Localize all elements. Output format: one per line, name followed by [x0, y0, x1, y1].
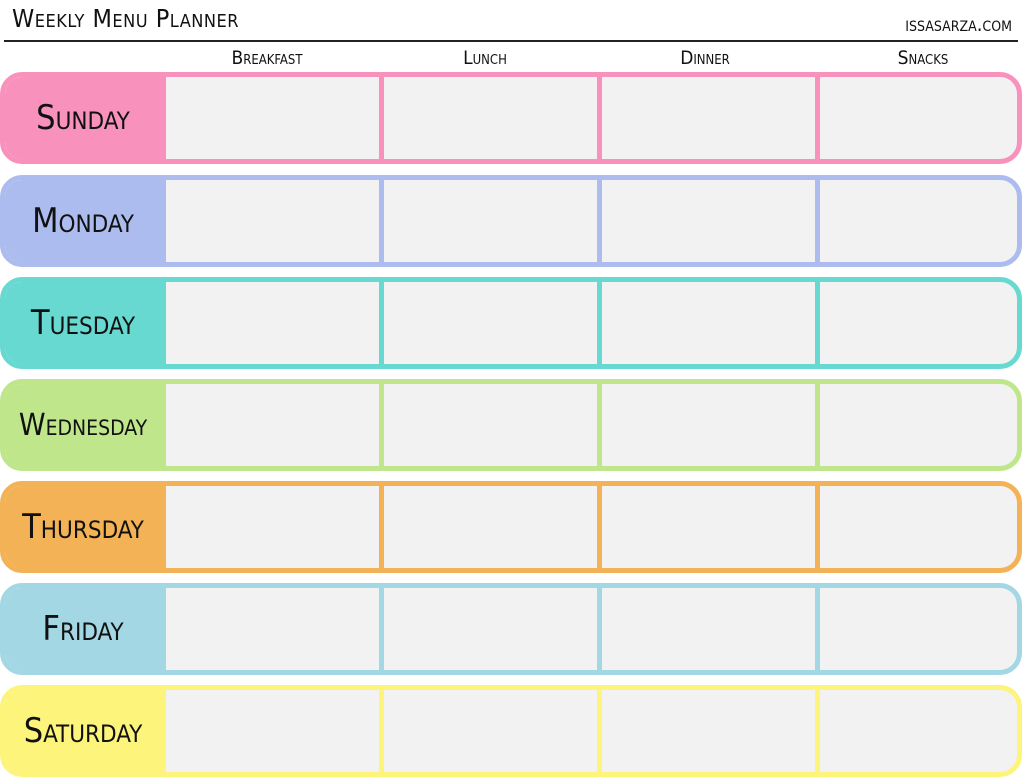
day-label-sunday: Sunday: [5, 77, 161, 159]
meal-cell-snacks[interactable]: [820, 384, 1017, 466]
meal-cell-breakfast[interactable]: [166, 690, 379, 772]
column-header-lunch: Lunch: [463, 47, 507, 69]
meal-cell-breakfast[interactable]: [166, 77, 379, 159]
header-divider: [4, 40, 1018, 42]
row-divider: [597, 180, 602, 262]
meal-cell-breakfast[interactable]: [166, 180, 379, 262]
row-divider: [815, 77, 820, 159]
row-divider: [161, 486, 166, 568]
meal-cell-dinner[interactable]: [602, 486, 815, 568]
meal-cell-breakfast[interactable]: [166, 486, 379, 568]
row-divider: [379, 690, 384, 772]
day-row-monday: Monday: [0, 175, 1022, 267]
row-divider: [597, 77, 602, 159]
page-title: Weekly Menu Planner: [12, 4, 239, 33]
meal-cell-snacks[interactable]: [820, 690, 1017, 772]
meal-cell-dinner[interactable]: [602, 588, 815, 670]
column-header-dinner: Dinner: [680, 47, 730, 69]
meal-cell-dinner[interactable]: [602, 282, 815, 364]
row-divider: [379, 588, 384, 670]
day-label-saturday: Saturday: [5, 690, 161, 772]
row-divider: [815, 690, 820, 772]
meal-cell-lunch[interactable]: [384, 690, 597, 772]
day-row-sunday: Sunday: [0, 72, 1022, 164]
row-divider: [161, 77, 166, 159]
row-divider: [379, 384, 384, 466]
day-row-thursday: Thursday: [0, 481, 1022, 573]
row-divider: [597, 384, 602, 466]
row-divider: [597, 690, 602, 772]
row-divider: [161, 588, 166, 670]
day-label-friday: Friday: [5, 588, 161, 670]
row-divider: [597, 588, 602, 670]
row-divider: [597, 282, 602, 364]
meal-cell-lunch[interactable]: [384, 588, 597, 670]
meal-cell-lunch[interactable]: [384, 384, 597, 466]
row-divider: [815, 282, 820, 364]
column-header-snacks: Snacks: [897, 47, 949, 69]
row-divider: [597, 486, 602, 568]
meal-cell-snacks[interactable]: [820, 180, 1017, 262]
meal-cell-breakfast[interactable]: [166, 384, 379, 466]
site-url: issasarza.com: [905, 12, 1012, 36]
day-row-saturday: Saturday: [0, 685, 1022, 777]
day-row-friday: Friday: [0, 583, 1022, 675]
row-divider: [161, 690, 166, 772]
day-row-tuesday: Tuesday: [0, 277, 1022, 369]
meal-cell-dinner[interactable]: [602, 384, 815, 466]
meal-cell-dinner[interactable]: [602, 180, 815, 262]
meal-cell-lunch[interactable]: [384, 282, 597, 364]
column-header-breakfast: Breakfast: [231, 47, 303, 69]
row-divider: [815, 384, 820, 466]
meal-cell-lunch[interactable]: [384, 180, 597, 262]
column-headers: Breakfast Lunch Dinner Snacks: [0, 46, 1024, 70]
row-divider: [161, 282, 166, 364]
page-header: Weekly Menu Planner issasarza.com: [0, 0, 1024, 42]
row-divider: [161, 180, 166, 262]
row-divider: [815, 588, 820, 670]
meal-cell-dinner[interactable]: [602, 77, 815, 159]
day-label-monday: Monday: [5, 180, 161, 262]
meal-cell-dinner[interactable]: [602, 690, 815, 772]
row-divider: [379, 180, 384, 262]
day-label-thursday: Thursday: [5, 486, 161, 568]
day-row-wednesday: Wednesday: [0, 379, 1022, 471]
row-divider: [379, 486, 384, 568]
row-divider: [161, 384, 166, 466]
meal-cell-snacks[interactable]: [820, 588, 1017, 670]
row-divider: [379, 77, 384, 159]
meal-cell-snacks[interactable]: [820, 282, 1017, 364]
meal-cell-snacks[interactable]: [820, 77, 1017, 159]
day-label-wednesday: Wednesday: [5, 384, 161, 466]
row-divider: [815, 486, 820, 568]
day-label-tuesday: Tuesday: [5, 282, 161, 364]
meal-cell-lunch[interactable]: [384, 486, 597, 568]
row-divider: [379, 282, 384, 364]
meal-cell-snacks[interactable]: [820, 486, 1017, 568]
row-divider: [815, 180, 820, 262]
meal-cell-lunch[interactable]: [384, 77, 597, 159]
meal-cell-breakfast[interactable]: [166, 588, 379, 670]
meal-cell-breakfast[interactable]: [166, 282, 379, 364]
